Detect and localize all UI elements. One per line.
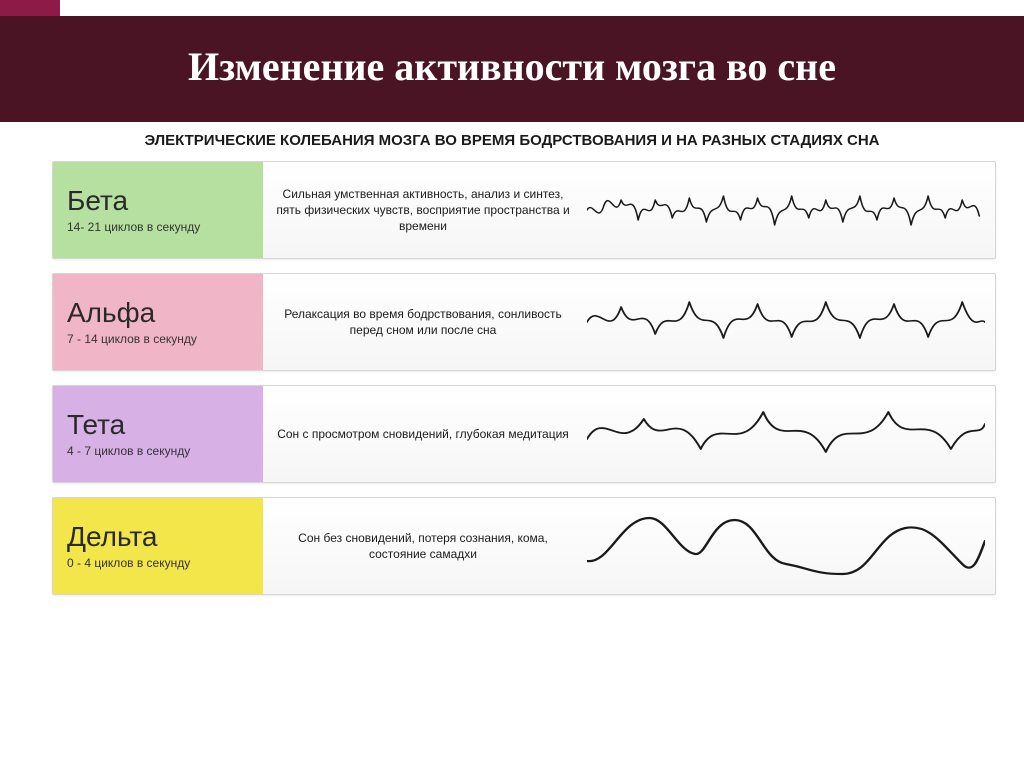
wave-name: Альфа: [67, 298, 249, 327]
wave-label: Альфа 7 - 14 циклов в секунду: [53, 274, 263, 370]
wave-plot: [583, 386, 995, 482]
wave-label: Дельта 0 - 4 циклов в секунду: [53, 498, 263, 594]
wave-description: Сильная умственная активность, анализ и …: [263, 162, 583, 258]
wave-plot: [583, 162, 995, 258]
wave-name: Тета: [67, 410, 249, 439]
wave-description: Релаксация во время бодрствования, сонли…: [263, 274, 583, 370]
wave-label: Бета 14- 21 циклов в секунду: [53, 162, 263, 258]
title-text: Изменение активности мозга во сне: [188, 44, 836, 89]
wave-row: Альфа 7 - 14 циклов в секунду Релаксация в…: [52, 273, 996, 371]
wave-description: Сон с просмотром сновидений, глубокая ме…: [263, 386, 583, 482]
slide: Изменение активности мозга во сне ЭЛЕКТР…: [0, 0, 1024, 767]
slide-title: Изменение активности мозга во сне: [0, 16, 1024, 122]
wave-description: Сон без сновидений, потеря сознания, ком…: [263, 498, 583, 594]
wave-row: Тета 4 - 7 циклов в секунду Сон с просмотр…: [52, 385, 996, 483]
wave-plot: [583, 498, 995, 594]
subtitle: ЭЛЕКТРИЧЕСКИЕ КОЛЕБАНИЯ МОЗГА ВО ВРЕМЯ Б…: [40, 132, 984, 149]
wave-label: Тета 4 - 7 циклов в секунду: [53, 386, 263, 482]
wave-frequency: 7 - 14 циклов в секунду: [67, 332, 249, 346]
wave-rows: Бета 14- 21 циклов в секунду Сильная умств…: [0, 161, 1024, 595]
wave-frequency: 4 - 7 циклов в секунду: [67, 444, 249, 458]
wave-row: Бета 14- 21 циклов в секунду Сильная умств…: [52, 161, 996, 259]
top-bar: [0, 0, 1024, 16]
wave-frequency: 0 - 4 циклов в секунду: [67, 556, 249, 570]
wave-name: Бета: [67, 186, 249, 215]
top-accent: [0, 0, 60, 16]
wave-frequency: 14- 21 циклов в секунду: [67, 220, 249, 234]
wave-plot: [583, 274, 995, 370]
wave-row: Дельта 0 - 4 циклов в секунду Сон без снов…: [52, 497, 996, 595]
wave-name: Дельта: [67, 522, 249, 551]
